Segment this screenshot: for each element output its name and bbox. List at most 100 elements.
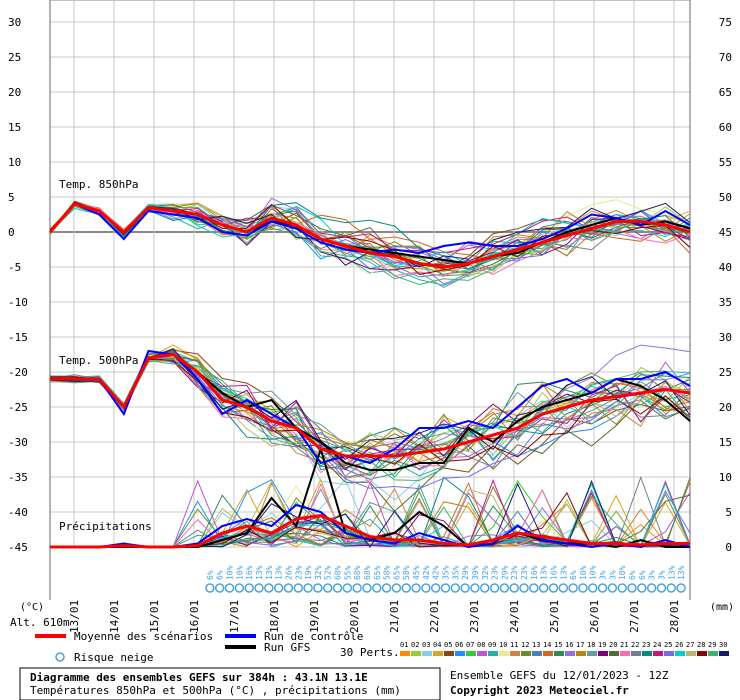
x-date-label: 17/01	[228, 600, 241, 633]
pert-number-label: 28	[697, 641, 705, 649]
legend-snow-icon	[55, 652, 65, 662]
pert-line	[49, 359, 691, 482]
snow-risk-value: 32%	[481, 565, 490, 580]
left-tick-label: -25	[8, 401, 28, 414]
right-tick-label: 70	[719, 51, 732, 64]
snow-icon	[558, 583, 569, 593]
right-tick-label: 40	[719, 261, 732, 274]
snow-icon	[342, 583, 353, 593]
pert-number-label: 09	[488, 641, 496, 649]
snow-icon	[283, 583, 294, 593]
left-tick-label: -10	[8, 296, 28, 309]
pert-color-swatch	[466, 651, 476, 656]
snow-icon	[607, 583, 618, 593]
snow-risk-value: 10%	[589, 565, 598, 580]
x-date-label: 27/01	[628, 600, 641, 633]
snow-risk-value: 68%	[353, 565, 362, 580]
right-tick-label: 20	[719, 401, 732, 414]
pert-color-swatch	[620, 651, 630, 656]
pert-color-swatch	[576, 651, 586, 656]
label-t500: Temp. 500hPa	[59, 354, 138, 367]
pert-number-label: 14	[543, 641, 551, 649]
snow-risk-value: 10%	[618, 565, 627, 580]
pert-number-label: 01	[400, 641, 408, 649]
snow-risk-value: 13%	[559, 565, 568, 580]
snow-risk-value: 29%	[461, 565, 470, 580]
snow-icon	[470, 583, 480, 593]
pert-number-label: 16	[565, 641, 573, 649]
snow-icon	[430, 583, 441, 593]
pert-color-swatch	[642, 651, 652, 656]
left-tick-label: -20	[8, 366, 28, 379]
pert-color-swatch	[565, 651, 575, 656]
snow-icon	[509, 583, 519, 593]
snow-icon	[303, 583, 313, 593]
legend-perts-label: 30 Perts.	[340, 646, 400, 659]
run-info: Ensemble GEFS du 12/01/2023 - 12Z	[450, 669, 669, 682]
snow-risk-value: 13%	[677, 565, 686, 580]
pert-number-label: 30	[719, 641, 727, 649]
snow-icon	[617, 583, 627, 593]
x-date-label: 25/01	[548, 600, 561, 633]
snow-risk-value: 3%	[608, 570, 617, 580]
left-tick-label: -35	[8, 471, 28, 484]
altitude-label: Alt. 610m	[10, 616, 70, 629]
snow-risk-value: 16%	[549, 565, 558, 580]
snow-icon	[676, 583, 686, 593]
pert-line	[49, 200, 691, 261]
snow-risk-value: 39%	[471, 565, 480, 580]
info-box	[446, 668, 740, 700]
snow-icon	[234, 583, 245, 593]
pert-number-label: 27	[686, 641, 694, 649]
label-precip: Précipitations	[59, 520, 152, 533]
snow-risk-value: 29%	[500, 565, 509, 580]
right-tick-label: 50	[719, 191, 732, 204]
snow-risk-value: 6%	[216, 570, 225, 580]
x-date-label: 16/01	[188, 600, 201, 633]
chart-subtitle: Températures 850hPa et 500hPa (°C) , pré…	[30, 684, 401, 697]
right-tick-label: 65	[719, 86, 732, 99]
left-tick-label: 10	[8, 156, 21, 169]
snow-risk-value: 68%	[334, 565, 343, 580]
snow-icon	[214, 583, 225, 593]
snow-risk-value: 68%	[363, 565, 372, 580]
snow-risk-value: 45%	[412, 565, 421, 580]
snow-icon	[244, 583, 254, 593]
right-tick-label: 15	[719, 436, 732, 449]
x-date-label: 15/01	[148, 600, 161, 633]
snow-risk-value: 32%	[314, 565, 323, 580]
snow-risk-value: 13%	[540, 565, 549, 580]
pert-number-label: 24	[653, 641, 661, 649]
snow-icon	[421, 583, 431, 593]
left-tick-label: 15	[8, 121, 21, 134]
snow-risk-value: 13%	[265, 565, 274, 580]
x-date-label: 23/01	[468, 600, 481, 633]
snow-icon	[627, 583, 637, 593]
pert-color-swatch	[532, 651, 542, 656]
pert-line	[49, 359, 691, 466]
snow-risk-value: 16%	[530, 565, 539, 580]
left-tick-label: 20	[8, 86, 21, 99]
left-tick-label: 0	[8, 226, 15, 239]
snow-risk-value: 13%	[275, 565, 284, 580]
right-tick-label: 35	[719, 296, 732, 309]
snow-risk-value: 19%	[304, 565, 313, 580]
snow-icon	[460, 583, 470, 593]
left-tick-label: 5	[8, 191, 15, 204]
pert-number-label: 23	[642, 641, 650, 649]
snow-risk-value: 26%	[284, 565, 293, 580]
x-date-label: 20/01	[348, 600, 361, 633]
pert-color-swatch	[554, 651, 564, 656]
pert-color-swatch	[488, 651, 498, 656]
pert-number-label: 25	[664, 641, 672, 649]
pert-color-swatch	[510, 651, 520, 656]
pert-number-label: 29	[708, 641, 716, 649]
snow-icon	[480, 583, 490, 593]
snow-risk-value: 23%	[491, 565, 500, 580]
pert-number-label: 19	[598, 641, 606, 649]
pert-number-label: 04	[433, 641, 441, 649]
snow-icon	[656, 583, 667, 593]
snow-risk-value: 58%	[402, 565, 411, 580]
snow-icon	[205, 583, 215, 593]
left-tick-label: -30	[8, 436, 28, 449]
